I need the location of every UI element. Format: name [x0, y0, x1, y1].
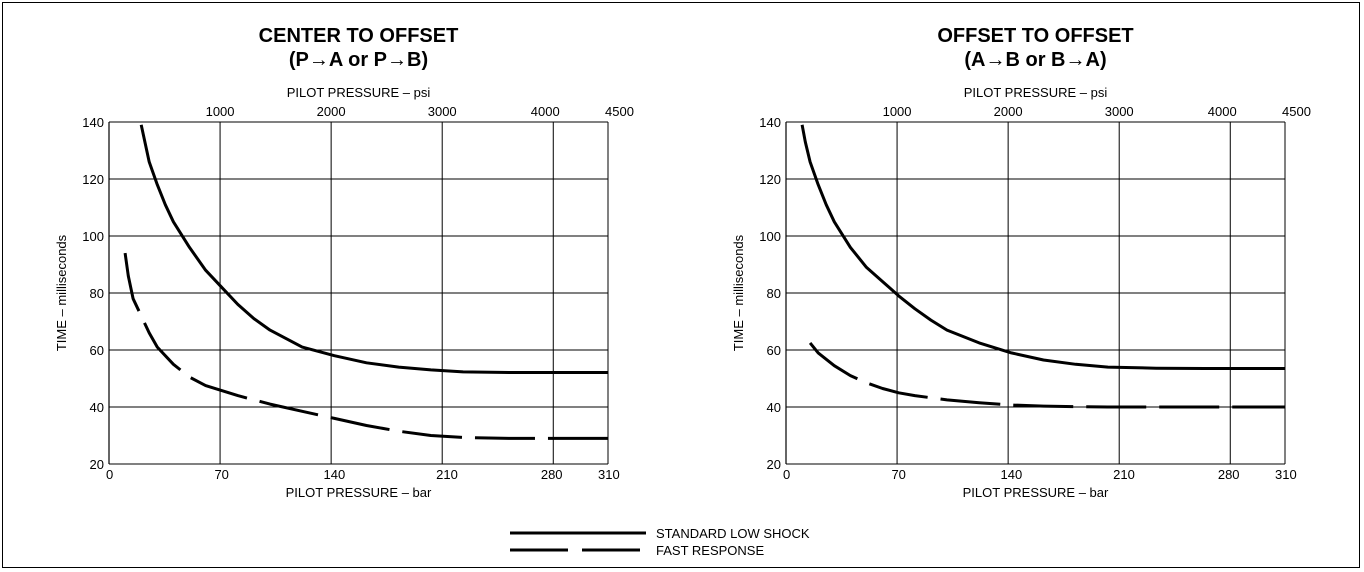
- y-tick-label: 40: [767, 400, 781, 415]
- top-tick-label: 4000: [531, 104, 560, 119]
- series-line-standard-low-shock: [800, 124, 1285, 370]
- top-tick-label: 2000: [994, 104, 1023, 119]
- y-tick-label: 100: [759, 229, 781, 244]
- y-tick-label: 140: [82, 115, 104, 130]
- top-tick-label: 3000: [428, 104, 457, 119]
- top-axis-label: PILOT PRESSURE – psi: [287, 85, 431, 100]
- y-tick-label: 80: [90, 286, 104, 301]
- x-tick-label: 0: [106, 467, 113, 482]
- chart-subtitle: (P→A or P→B): [289, 49, 428, 71]
- top-tick-label: 4500: [1282, 104, 1311, 119]
- x-tick-label: 280: [1218, 467, 1240, 482]
- bottom-axis-label: PILOT PRESSURE – bar: [963, 485, 1109, 500]
- x-tick-label: 140: [1001, 467, 1023, 482]
- y-tick-label: 60: [767, 343, 781, 358]
- series-line-fast-response: [808, 341, 1285, 409]
- x-tick-label: 210: [436, 467, 458, 482]
- y-tick-label: 120: [759, 172, 781, 187]
- y-tick-label: 40: [90, 400, 104, 415]
- bottom-axis-label: PILOT PRESSURE – bar: [286, 485, 432, 500]
- chart-title: CENTER TO OFFSET: [259, 25, 459, 47]
- x-tick-label: 0: [783, 467, 790, 482]
- x-tick-label: 140: [324, 467, 346, 482]
- y-tick-label: 80: [767, 286, 781, 301]
- legend-label: STANDARD LOW SHOCK: [656, 526, 810, 541]
- x-tick-label: 310: [598, 467, 620, 482]
- y-tick-label: 120: [82, 172, 104, 187]
- y-tick-label: 20: [767, 457, 781, 472]
- x-tick-label: 310: [1275, 467, 1297, 482]
- series-line-fast-response: [123, 252, 608, 440]
- top-axis-label: PILOT PRESSURE – psi: [964, 85, 1108, 100]
- top-tick-label: 4000: [1208, 104, 1237, 119]
- top-tick-label: 3000: [1105, 104, 1134, 119]
- x-tick-label: 210: [1113, 467, 1135, 482]
- top-tick-label: 1000: [883, 104, 912, 119]
- x-tick-label: 70: [891, 467, 905, 482]
- chart-1: CENTER TO OFFSET(P→A or P→B) PILOT PRESSU…: [54, 25, 634, 500]
- y-axis-label: TIME – milliseconds: [731, 234, 746, 351]
- x-tick-label: 280: [541, 467, 563, 482]
- legend-label: FAST RESPONSE: [656, 543, 764, 558]
- chart-title: OFFSET TO OFFSET: [937, 25, 1133, 47]
- top-tick-label: 2000: [317, 104, 346, 119]
- chart-2: OFFSET TO OFFSET(A→B or B→A) PILOT PRESSU…: [731, 25, 1311, 500]
- y-tick-label: 100: [82, 229, 104, 244]
- legend: STANDARD LOW SHOCK FAST RESPONSE: [510, 526, 810, 558]
- y-tick-label: 60: [90, 343, 104, 358]
- y-axis-label: TIME – milliseconds: [54, 234, 69, 351]
- top-tick-label: 4500: [605, 104, 634, 119]
- chart-subtitle: (A→B or B→A): [964, 49, 1106, 71]
- series-line-standard-low-shock: [139, 124, 608, 374]
- top-tick-label: 1000: [206, 104, 235, 119]
- x-tick-label: 70: [214, 467, 228, 482]
- y-tick-label: 140: [759, 115, 781, 130]
- y-tick-label: 20: [90, 457, 104, 472]
